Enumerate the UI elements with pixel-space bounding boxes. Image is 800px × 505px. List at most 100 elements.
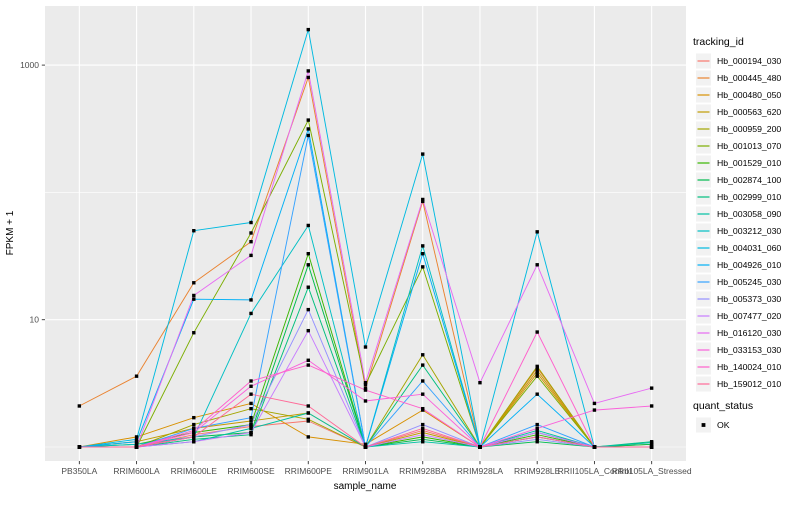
legend-label-Hb_159012_010: Hb_159012_010 [717,379,781,389]
data-point [363,445,368,449]
data-point [363,442,368,447]
data-point [192,437,196,441]
data-point [249,392,253,396]
data-point [306,307,310,312]
legend-label-Hb_007477_020: Hb_007477_020 [717,311,781,321]
data-point [134,442,139,447]
data-point [421,244,425,248]
data-point [249,231,253,235]
x-tick-label-RRIM928LE: RRIM928LE [514,466,561,476]
data-point [535,368,539,373]
legend-label-Hb_033153_030: Hb_033153_030 [717,345,781,355]
data-point [192,426,196,431]
x-tick-label-RRIM600SE: RRIM600SE [227,466,275,476]
legend-label-Hb_000563_620: Hb_000563_620 [717,107,781,117]
data-point [249,432,253,437]
legend-label-Hb_016120_030: Hb_016120_030 [717,328,781,338]
data-point [134,374,139,378]
x-tick-label-PB350LA: PB350LA [61,466,97,476]
data-point [421,437,425,441]
data-point [249,379,253,383]
legend-label-Hb_005245_030: Hb_005245_030 [717,277,781,287]
data-point [192,435,196,439]
data-point [363,382,368,387]
data-point [306,417,310,422]
x-tick-label-RRIM928LA: RRIM928LA [457,466,504,476]
x-tick-label-RRIM600PE: RRIM600PE [285,466,333,476]
data-point [249,298,253,302]
data-point [649,404,654,408]
data-point [421,392,425,396]
data-point [306,27,310,32]
data-point [421,406,425,411]
y-tick-label-1000: 1000 [20,60,39,70]
data-point [306,419,310,423]
x-tick-label-RRIM600LA: RRIM600LA [113,466,160,476]
data-point [535,374,539,378]
data-point [649,386,654,390]
data-point [649,445,654,449]
data-point [134,435,139,439]
data-point [478,445,482,449]
data-point [249,415,253,420]
data-point [134,440,139,444]
data-point [535,330,539,334]
data-point [192,440,196,444]
data-point [649,441,654,445]
x-tick-label-RRII105LA_Stressed: RRII105LA_Stressed [612,466,692,476]
data-point [306,223,310,228]
data-point [77,404,82,408]
quant-point-glyph [701,423,706,427]
data-point [535,426,539,431]
legend-label-Hb_003212_030: Hb_003212_030 [717,226,781,236]
data-point [306,404,310,408]
data-point [421,152,425,156]
data-point [249,406,253,411]
x-tick-label-RRIM928BA: RRIM928BA [399,466,447,476]
data-point [421,265,425,269]
data-point [306,363,310,367]
data-point [421,199,425,204]
legend-label-Hb_004031_060: Hb_004031_060 [717,243,781,253]
data-point [77,445,82,449]
data-point [421,440,425,444]
data-point [192,297,196,301]
data-point [535,435,539,439]
data-point [249,239,253,244]
data-point [421,426,425,431]
data-point [478,380,482,385]
data-point [363,388,368,392]
data-point [249,424,253,429]
data-point [535,437,539,441]
legend-label-Hb_000445_480: Hb_000445_480 [717,73,781,83]
data-point [421,197,425,202]
x-tick-label-RRIM600LE: RRIM600LE [171,466,218,476]
data-point [306,263,310,267]
data-point [192,428,196,433]
data-point [535,430,539,435]
data-point [421,432,425,437]
data-point [192,229,196,233]
data-point [306,75,310,80]
data-point [421,363,425,367]
data-point [306,251,310,256]
data-point [535,371,539,375]
data-point [249,311,253,316]
data-point [192,432,196,437]
data-point [535,432,539,437]
data-point [306,133,310,138]
quant-label-OK: OK [717,420,730,430]
data-point [249,422,253,427]
data-point [306,358,310,362]
data-point [134,437,139,441]
data-point [306,69,310,73]
data-point [192,281,196,285]
data-point [249,419,253,423]
data-point [192,430,196,435]
data-point [306,435,310,439]
data-point [535,392,539,396]
data-point [192,415,196,420]
data-point [249,430,253,435]
